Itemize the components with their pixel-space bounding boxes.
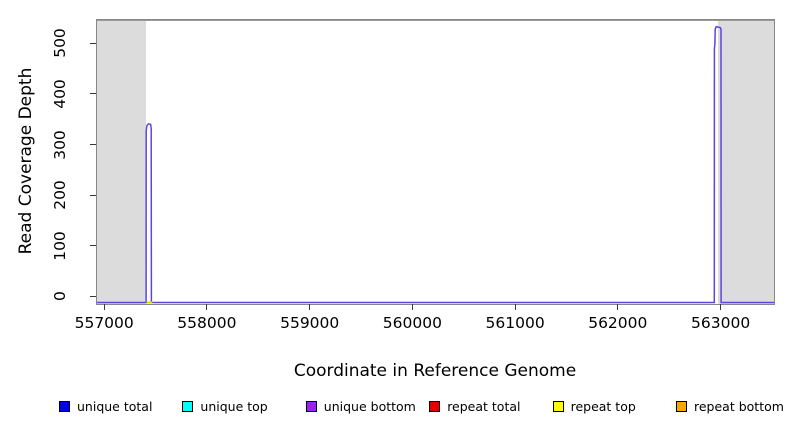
x-tick-label: 561000 (485, 314, 545, 332)
y-tick (90, 245, 96, 247)
x-tick (309, 304, 311, 310)
x-tick (103, 304, 105, 310)
y-tick-label: 300 (51, 129, 69, 160)
x-axis-title: Coordinate in Reference Genome (293, 361, 577, 381)
y-tick (90, 295, 96, 297)
legend-swatch-icon (59, 401, 70, 412)
legend-item: repeat bottom (676, 399, 784, 414)
y-axis-title: Read Coverage Depth (16, 67, 36, 255)
x-tick (617, 304, 619, 310)
x-tick-label: 563000 (691, 314, 751, 332)
y-tick (90, 42, 96, 44)
plot-area (96, 19, 775, 305)
legend-item: repeat top (552, 399, 636, 414)
x-tick-label: 559000 (280, 314, 340, 332)
y-tick-label: 100 (51, 231, 69, 261)
y-tick-label: 0 (51, 291, 69, 302)
legend-swatch-icon (676, 401, 687, 412)
legend-label: unique top (200, 399, 268, 414)
legend-label: repeat total (447, 399, 521, 414)
y-tick (90, 93, 96, 95)
legend-item: unique bottom (305, 399, 416, 414)
x-tick-label: 562000 (588, 314, 648, 332)
x-tick (514, 304, 516, 310)
legend-item: repeat total (429, 399, 521, 414)
legend-swatch-icon (182, 401, 194, 412)
y-tick (90, 194, 96, 196)
shaded-region-right-flank (717, 21, 774, 304)
legend-item: unique top (182, 399, 268, 414)
y-tick-label: 200 (51, 180, 69, 210)
legend-label: unique total (77, 399, 153, 414)
legend-label: unique bottom (323, 399, 416, 414)
y-tick-label: 400 (51, 79, 69, 109)
legend-label: repeat top (570, 399, 636, 414)
legend-swatch-icon (305, 401, 317, 412)
x-tick (411, 304, 413, 310)
y-tick (90, 144, 96, 145)
coverage-series-svg (97, 25, 774, 304)
x-tick (206, 304, 208, 310)
legend-label: repeat bottom (694, 399, 784, 414)
x-tick-label: 557000 (74, 314, 134, 332)
legend-item: unique total (59, 399, 152, 414)
x-tick (720, 304, 722, 310)
shaded-region-left-flank (97, 21, 146, 304)
x-tick-label: 558000 (177, 314, 237, 332)
series-unique-bottom-coverage (97, 25, 774, 304)
x-tick-label: 560000 (382, 314, 442, 332)
y-tick-label: 500 (51, 28, 69, 59)
legend-swatch-icon (429, 401, 441, 412)
legend-swatch-icon (552, 401, 564, 412)
